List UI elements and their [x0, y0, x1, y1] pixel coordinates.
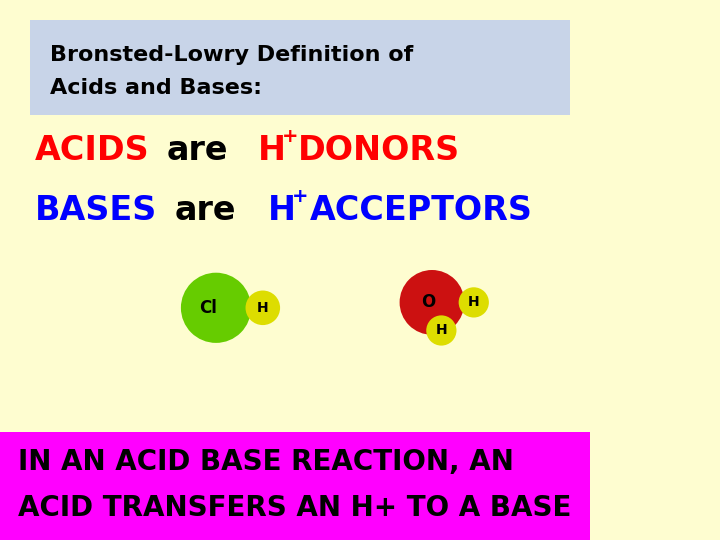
Text: ACCEPTORS: ACCEPTORS — [310, 193, 533, 226]
Text: IN AN ACID BASE REACTION, AN: IN AN ACID BASE REACTION, AN — [18, 448, 514, 476]
Text: H: H — [258, 133, 286, 166]
Text: Cl: Cl — [199, 299, 217, 317]
Text: Acids and Bases:: Acids and Bases: — [50, 78, 262, 98]
Circle shape — [426, 315, 456, 346]
Text: H: H — [436, 323, 447, 338]
Circle shape — [181, 273, 251, 343]
FancyBboxPatch shape — [30, 20, 570, 115]
Text: are: are — [175, 193, 236, 226]
Text: Bronsted-Lowry Definition of: Bronsted-Lowry Definition of — [50, 45, 413, 65]
Circle shape — [400, 270, 464, 335]
Text: ACIDS: ACIDS — [35, 133, 150, 166]
Text: ACID TRANSFERS AN H+ TO A BASE: ACID TRANSFERS AN H+ TO A BASE — [18, 494, 572, 522]
Text: O: O — [421, 293, 435, 312]
Text: +: + — [292, 186, 308, 206]
Text: BASES: BASES — [35, 193, 157, 226]
FancyBboxPatch shape — [0, 432, 590, 540]
Text: are: are — [167, 133, 228, 166]
Text: H: H — [468, 295, 480, 309]
Text: +: + — [282, 126, 299, 145]
Text: H: H — [268, 193, 296, 226]
Circle shape — [246, 291, 280, 325]
Text: DONORS: DONORS — [298, 133, 460, 166]
Circle shape — [459, 287, 489, 318]
Text: H: H — [257, 301, 269, 315]
